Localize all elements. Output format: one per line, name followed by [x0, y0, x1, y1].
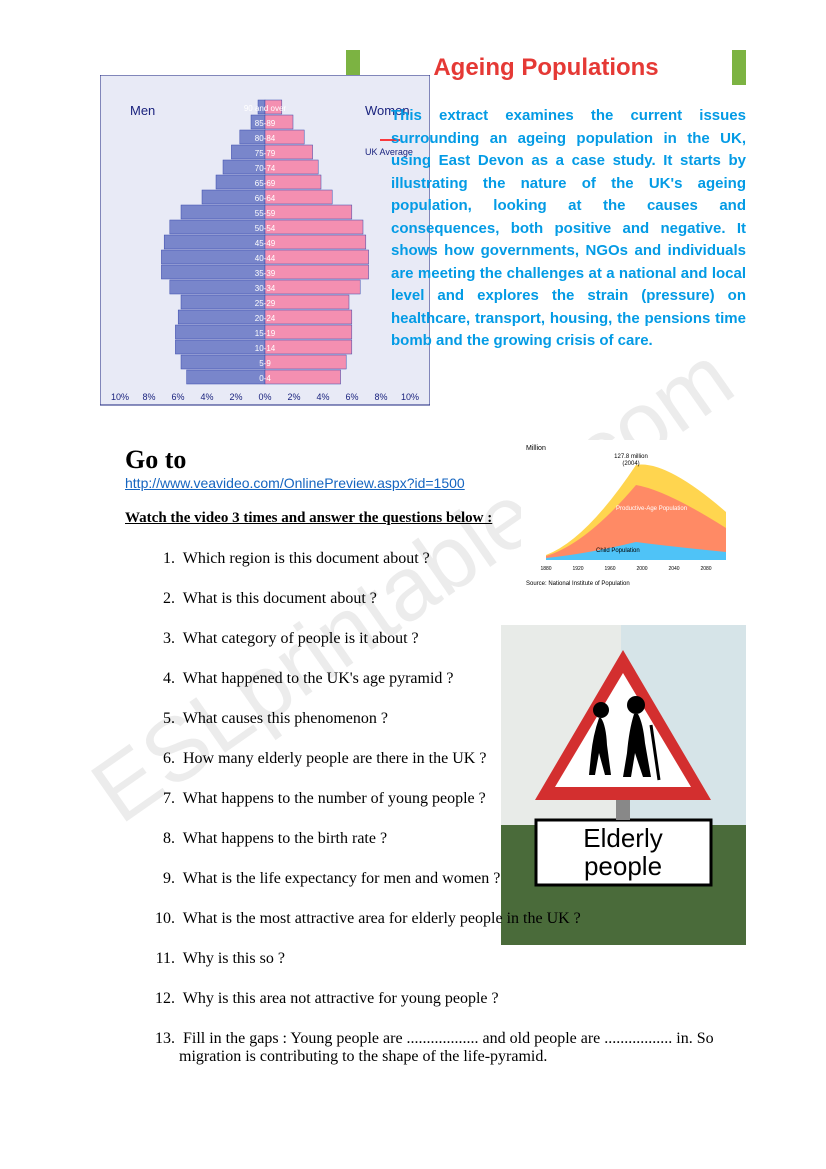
goto-section: Go to http://www.veavideo.com/OnlinePrev…: [125, 445, 465, 493]
question-item: 13. Fill in the gaps : Young people are …: [155, 1030, 755, 1066]
svg-text:65-69: 65-69: [255, 179, 276, 188]
question-item: 5. What causes this phenomenon ?: [155, 710, 755, 728]
svg-text:8%: 8%: [142, 392, 155, 402]
svg-text:4%: 4%: [316, 392, 329, 402]
svg-text:15-19: 15-19: [255, 329, 276, 338]
svg-text:70-74: 70-74: [255, 164, 276, 173]
question-item: 6. How many elderly people are there in …: [155, 750, 755, 768]
question-item: 11. Why is this so ?: [155, 950, 755, 968]
questions-list: 1. Which region is this document about ?…: [155, 550, 755, 1088]
goto-label: Go to: [125, 445, 465, 475]
svg-text:10%: 10%: [111, 392, 129, 402]
svg-text:6%: 6%: [171, 392, 184, 402]
svg-text:Men: Men: [130, 103, 155, 118]
question-item: 3. What category of people is it about ?: [155, 630, 755, 648]
instruction-text: Watch the video 3 times and answer the q…: [125, 510, 492, 527]
svg-text:90 and over: 90 and over: [244, 104, 287, 113]
question-item: 12. Why is this area not attractive for …: [155, 990, 755, 1008]
svg-text:30-34: 30-34: [255, 284, 276, 293]
question-item: 9. What is the life expectancy for men a…: [155, 870, 755, 888]
svg-text:8%: 8%: [374, 392, 387, 402]
svg-text:127.8 million: 127.8 million: [614, 454, 648, 460]
population-pyramid-chart: 90 and over 85-89 80-84 75-79 70-74 65-69 60-6…: [100, 75, 430, 425]
question-item: 8. What happens to the birth rate ?: [155, 830, 755, 848]
question-item: 2. What is this document about ?: [155, 590, 755, 608]
svg-text:5-9: 5-9: [259, 359, 271, 368]
green-tab-right: [732, 50, 746, 85]
svg-text:85-89: 85-89: [255, 119, 276, 128]
svg-text:80-84: 80-84: [255, 134, 276, 143]
svg-text:Productive-Age Population: Productive-Age Population: [616, 506, 687, 512]
question-item: 7. What happens to the number of young p…: [155, 790, 755, 808]
svg-text:10-14: 10-14: [255, 344, 276, 353]
question-item: 4. What happened to the UK's age pyramid…: [155, 670, 755, 688]
svg-text:55-59: 55-59: [255, 209, 276, 218]
svg-text:75-79: 75-79: [255, 149, 276, 158]
question-item: 1. Which region is this document about ?: [155, 550, 755, 568]
question-item: 10. What is the most attractive area for…: [155, 910, 755, 928]
svg-text:45-49: 45-49: [255, 239, 276, 248]
svg-text:35-39: 35-39: [255, 269, 276, 278]
svg-text:0-4: 0-4: [259, 374, 271, 383]
svg-text:20-24: 20-24: [255, 314, 276, 323]
video-link[interactable]: http://www.veavideo.com/OnlinePreview.as…: [125, 475, 465, 491]
svg-text:Million: Million: [526, 445, 546, 452]
svg-text:0%: 0%: [258, 392, 271, 402]
svg-text:6%: 6%: [345, 392, 358, 402]
svg-text:50-54: 50-54: [255, 224, 276, 233]
svg-text:40-44: 40-44: [255, 254, 276, 263]
svg-text:2%: 2%: [287, 392, 300, 402]
svg-text:2%: 2%: [229, 392, 242, 402]
svg-text:25-29: 25-29: [255, 299, 276, 308]
svg-text:(2004): (2004): [622, 461, 639, 467]
intro-paragraph: This extract examines the current issues…: [391, 105, 746, 353]
svg-text:60-64: 60-64: [255, 194, 276, 203]
svg-text:10%: 10%: [401, 392, 419, 402]
svg-text:4%: 4%: [200, 392, 213, 402]
